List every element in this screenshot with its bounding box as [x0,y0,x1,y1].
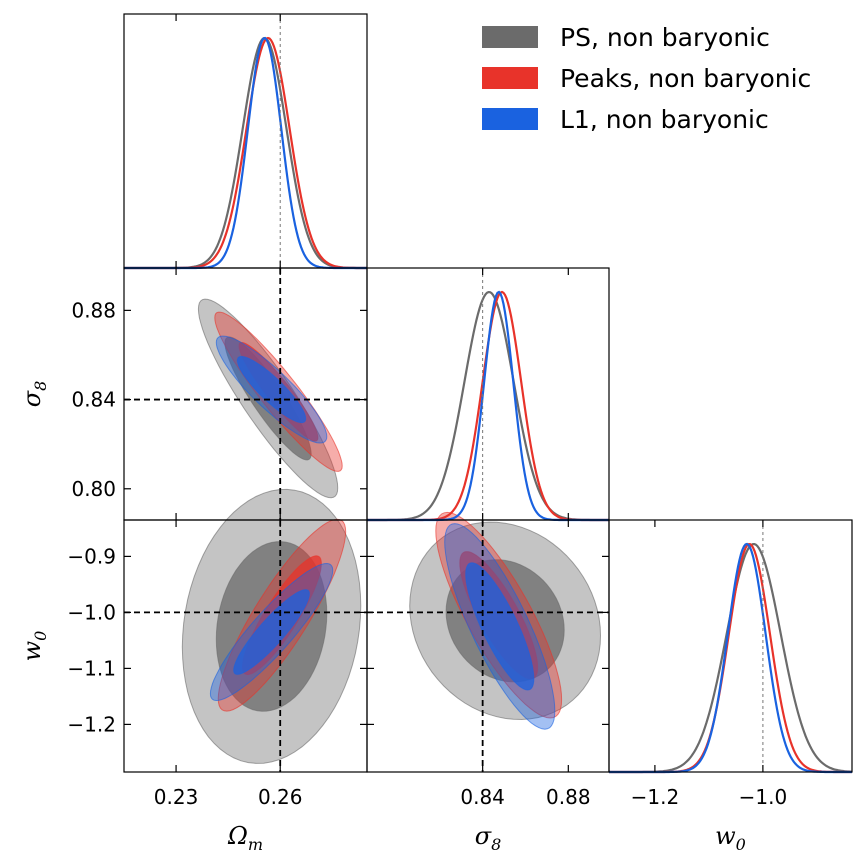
x-axis-label-w_0: w0 [715,822,746,854]
x-axis-label-omega_m: Ωm [227,822,263,854]
legend-swatch-series-0 [482,26,538,48]
marginal-sigma_8-series-2 [367,290,609,522]
contour-68-omega_m-sigma_8-series-2 [236,355,307,424]
marginal-omega_m-series-2 [124,36,367,270]
marginal-w_0-series-0 [609,543,853,774]
axis-symbol: w [18,640,46,661]
legend-swatch-series-2 [482,108,538,130]
legend-swatch-series-1 [482,67,538,89]
y-tick-label-w_0: −1.2 [67,712,116,736]
x-axis-label-sigma_8: σ8 [475,822,502,854]
marginal-sigma_8-series-0 [367,290,609,522]
panel-frame-w_0-w_0 [608,519,853,773]
contour-68-omega_m-w_0-series-2 [233,589,310,675]
y-axis-label-w_0: w0 [18,631,50,662]
y-tick-label-w_0: −1.1 [67,656,116,680]
legend: PS, non baryonic Peaks, non baryonic L1, n… [482,23,811,134]
legend-label-series-1: Peaks, non baryonic [560,64,811,93]
axis-subscript: 0 [31,631,50,641]
axis-symbol: σ [18,390,46,407]
x-tick-label-omega_m: 0.23 [154,785,199,809]
x-tick-label-omega_m: 0.26 [258,785,303,809]
axis-subscript: 8 [31,381,50,391]
y-tick-label-w_0: −1.0 [67,600,116,624]
y-tick-label-w_0: −0.9 [67,544,116,568]
y-tick-label-sigma_8: 0.80 [71,477,116,501]
contour-layer [181,298,602,764]
y-tick-label-sigma_8: 0.84 [71,388,116,412]
axis-symbol: w [715,822,736,850]
marginal-w_0-series-1 [609,542,852,774]
axis-subscript: 0 [736,835,746,854]
legend-label-series-0: PS, non baryonic [560,23,770,52]
axis-symbol: Ω [227,822,248,850]
panel-frame-sigma_8-sigma_8 [366,267,610,521]
x-tick-label-w_0: −1.0 [739,785,788,809]
y-tick-label-sigma_8: 0.88 [71,298,116,322]
x-tick-label-w_0: −1.2 [631,785,680,809]
marginal-w_0-series-2 [609,542,852,774]
axis-symbol: σ [475,822,492,850]
x-tick-label-sigma_8: 0.84 [460,785,505,809]
axis-subscript: 8 [491,835,501,854]
x-tick-label-sigma_8: 0.88 [546,785,591,809]
y-axis-label-sigma_8: σ8 [18,381,50,408]
legend-label-series-2: L1, non baryonic [560,105,769,134]
axis-subscript: m [248,835,263,854]
marginal-sigma_8-series-1 [367,290,609,522]
